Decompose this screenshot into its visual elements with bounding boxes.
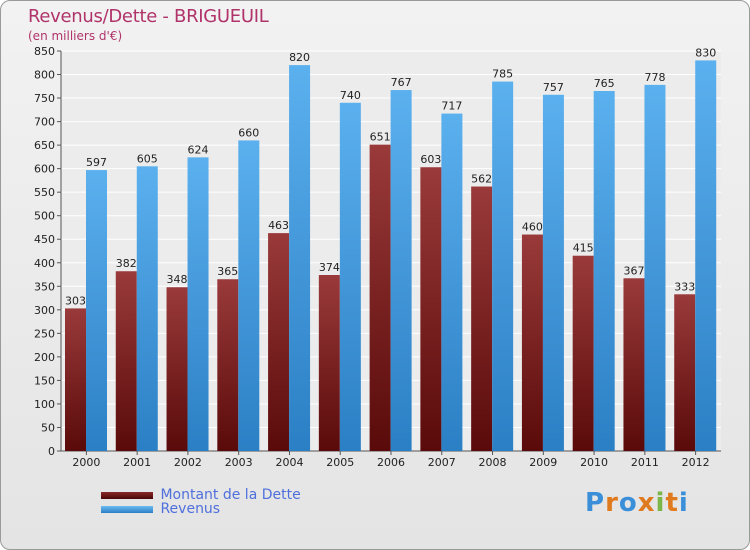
data-label-dette: 603 [420, 153, 441, 166]
y-tick-label: 50 [41, 421, 55, 434]
data-label-revenus: 820 [289, 51, 310, 64]
x-tick-label: 2010 [580, 456, 608, 469]
y-tick-label: 100 [34, 398, 55, 411]
x-tick-label: 2003 [225, 456, 253, 469]
bar-revenus [593, 91, 615, 451]
data-label-revenus: 767 [391, 76, 412, 89]
x-tick-label: 2004 [275, 456, 303, 469]
bar-dette [369, 144, 391, 451]
y-tick-label: 700 [34, 116, 55, 129]
x-tick-label: 2008 [479, 456, 507, 469]
bar-dette [674, 294, 696, 451]
bar-dette [166, 287, 188, 451]
x-tick-label: 2001 [123, 456, 151, 469]
legend-swatch-revenus [101, 505, 153, 513]
x-tick-label: 2012 [682, 456, 710, 469]
y-tick-label: 250 [34, 327, 55, 340]
data-label-revenus: 785 [492, 68, 513, 81]
bar-revenus [542, 94, 564, 451]
legend-label-revenus: Revenus [160, 501, 221, 517]
bar-dette [115, 271, 137, 451]
y-tick-label: 350 [34, 280, 55, 293]
legend-item-revenus: Revenus [101, 501, 220, 517]
x-tick-label: 2007 [428, 456, 456, 469]
bar-dette [217, 279, 239, 451]
bar-dette [268, 233, 290, 451]
bar-dette [65, 308, 86, 451]
data-label-dette: 367 [623, 264, 644, 277]
data-label-dette: 651 [370, 131, 391, 144]
data-label-revenus: 778 [644, 71, 665, 84]
bar-revenus [136, 166, 158, 451]
x-tick-label: 2011 [631, 456, 659, 469]
data-label-dette: 562 [471, 173, 492, 186]
y-tick-label: 400 [34, 257, 55, 270]
bar-dette [623, 278, 645, 451]
bar-dette [572, 255, 594, 451]
data-label-dette: 303 [65, 294, 86, 307]
chart-title: Revenus/Dette - BRIGUEUIL [28, 6, 269, 27]
data-label-revenus: 740 [340, 89, 361, 102]
y-tick-label: 750 [34, 92, 55, 105]
bar-dette [471, 186, 493, 451]
bar-dette [318, 275, 340, 451]
bar-revenus [644, 84, 666, 451]
data-label-dette: 365 [217, 265, 238, 278]
bar-dette [521, 234, 543, 451]
bar-revenus [492, 81, 514, 452]
data-label-revenus: 757 [543, 81, 564, 94]
y-tick-label: 850 [34, 45, 55, 58]
y-tick-label: 300 [34, 304, 55, 317]
data-label-revenus: 717 [441, 100, 462, 113]
proxiti-logo: Proxiti [585, 488, 689, 518]
bar-revenus [695, 60, 717, 451]
bar-revenus [238, 140, 260, 452]
data-label-revenus: 597 [86, 156, 107, 169]
data-label-dette: 382 [116, 257, 137, 270]
x-tick-label: 2002 [174, 456, 202, 469]
legend-item-dette: Montant de la Dette [101, 487, 301, 503]
bar-revenus [441, 113, 463, 452]
x-tick-label: 2005 [326, 456, 354, 469]
x-tick-label: 2000 [72, 456, 100, 469]
bar-revenus [86, 170, 107, 451]
y-tick-label: 150 [34, 374, 55, 387]
bar-revenus [289, 65, 311, 451]
data-label-dette: 333 [674, 280, 695, 293]
y-tick-label: 650 [34, 139, 55, 152]
x-tick-label: 2009 [529, 456, 557, 469]
bar-revenus [187, 157, 209, 451]
data-label-revenus: 624 [188, 143, 209, 156]
bar-revenus [339, 102, 361, 451]
data-label-revenus: 605 [137, 152, 158, 165]
bar-revenus [390, 90, 412, 451]
y-tick-label: 600 [34, 163, 55, 176]
data-label-dette: 415 [573, 242, 594, 255]
y-tick-label: 450 [34, 233, 55, 246]
data-label-dette: 374 [319, 261, 340, 274]
legend-swatch-dette [101, 491, 153, 499]
data-label-revenus: 765 [594, 77, 615, 90]
y-tick-label: 800 [34, 69, 55, 82]
data-label-revenus: 830 [695, 46, 716, 59]
data-label-dette: 348 [167, 273, 188, 286]
bar-dette [420, 167, 442, 451]
data-label-revenus: 660 [238, 126, 259, 139]
chart-subtitle: (en milliers d'€) [28, 29, 123, 43]
data-label-dette: 460 [522, 221, 543, 234]
y-tick-label: 500 [34, 210, 55, 223]
x-tick-label: 2006 [377, 456, 405, 469]
y-tick-label: 0 [48, 445, 55, 458]
y-tick-label: 200 [34, 351, 55, 364]
y-tick-label: 550 [34, 186, 55, 199]
legend-label-dette: Montant de la Dette [160, 487, 301, 503]
data-label-dette: 463 [268, 219, 289, 232]
